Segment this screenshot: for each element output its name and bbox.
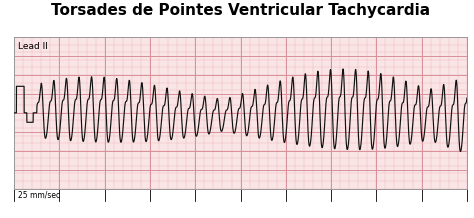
Text: Torsades de Pointes Ventricular Tachycardia: Torsades de Pointes Ventricular Tachycar… [51,3,430,18]
Text: Lead II: Lead II [18,42,48,51]
Text: 25 mm/sec: 25 mm/sec [18,191,60,200]
